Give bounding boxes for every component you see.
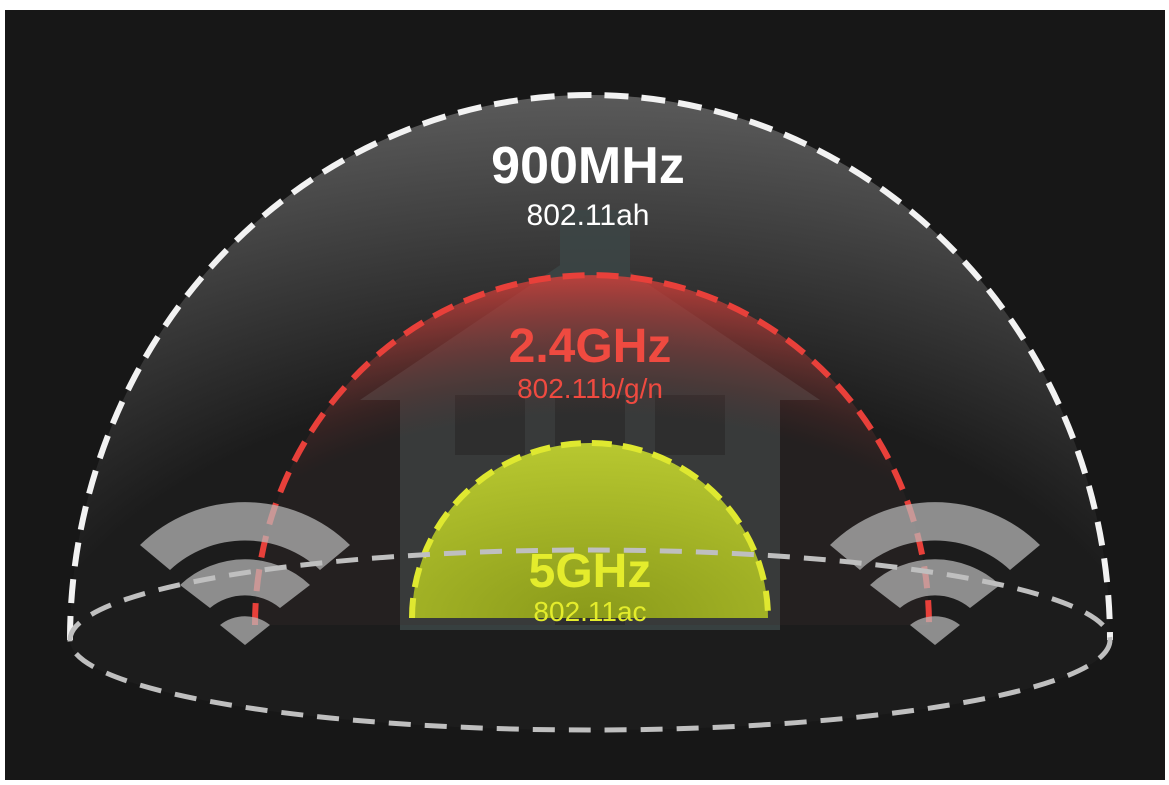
band-label: 2.4GHz — [509, 320, 672, 373]
band-label: 5GHz — [529, 545, 652, 598]
band-label: 900MHz — [491, 137, 685, 195]
band-standard: 802.11ac — [533, 596, 646, 627]
diagram: 900MHz 802.11ah 2.4GHz 802.11b/g/n 5GHz … — [0, 0, 1169, 785]
band-standard: 802.11b/g/n — [517, 373, 663, 404]
band-standard: 802.11ah — [527, 199, 650, 232]
